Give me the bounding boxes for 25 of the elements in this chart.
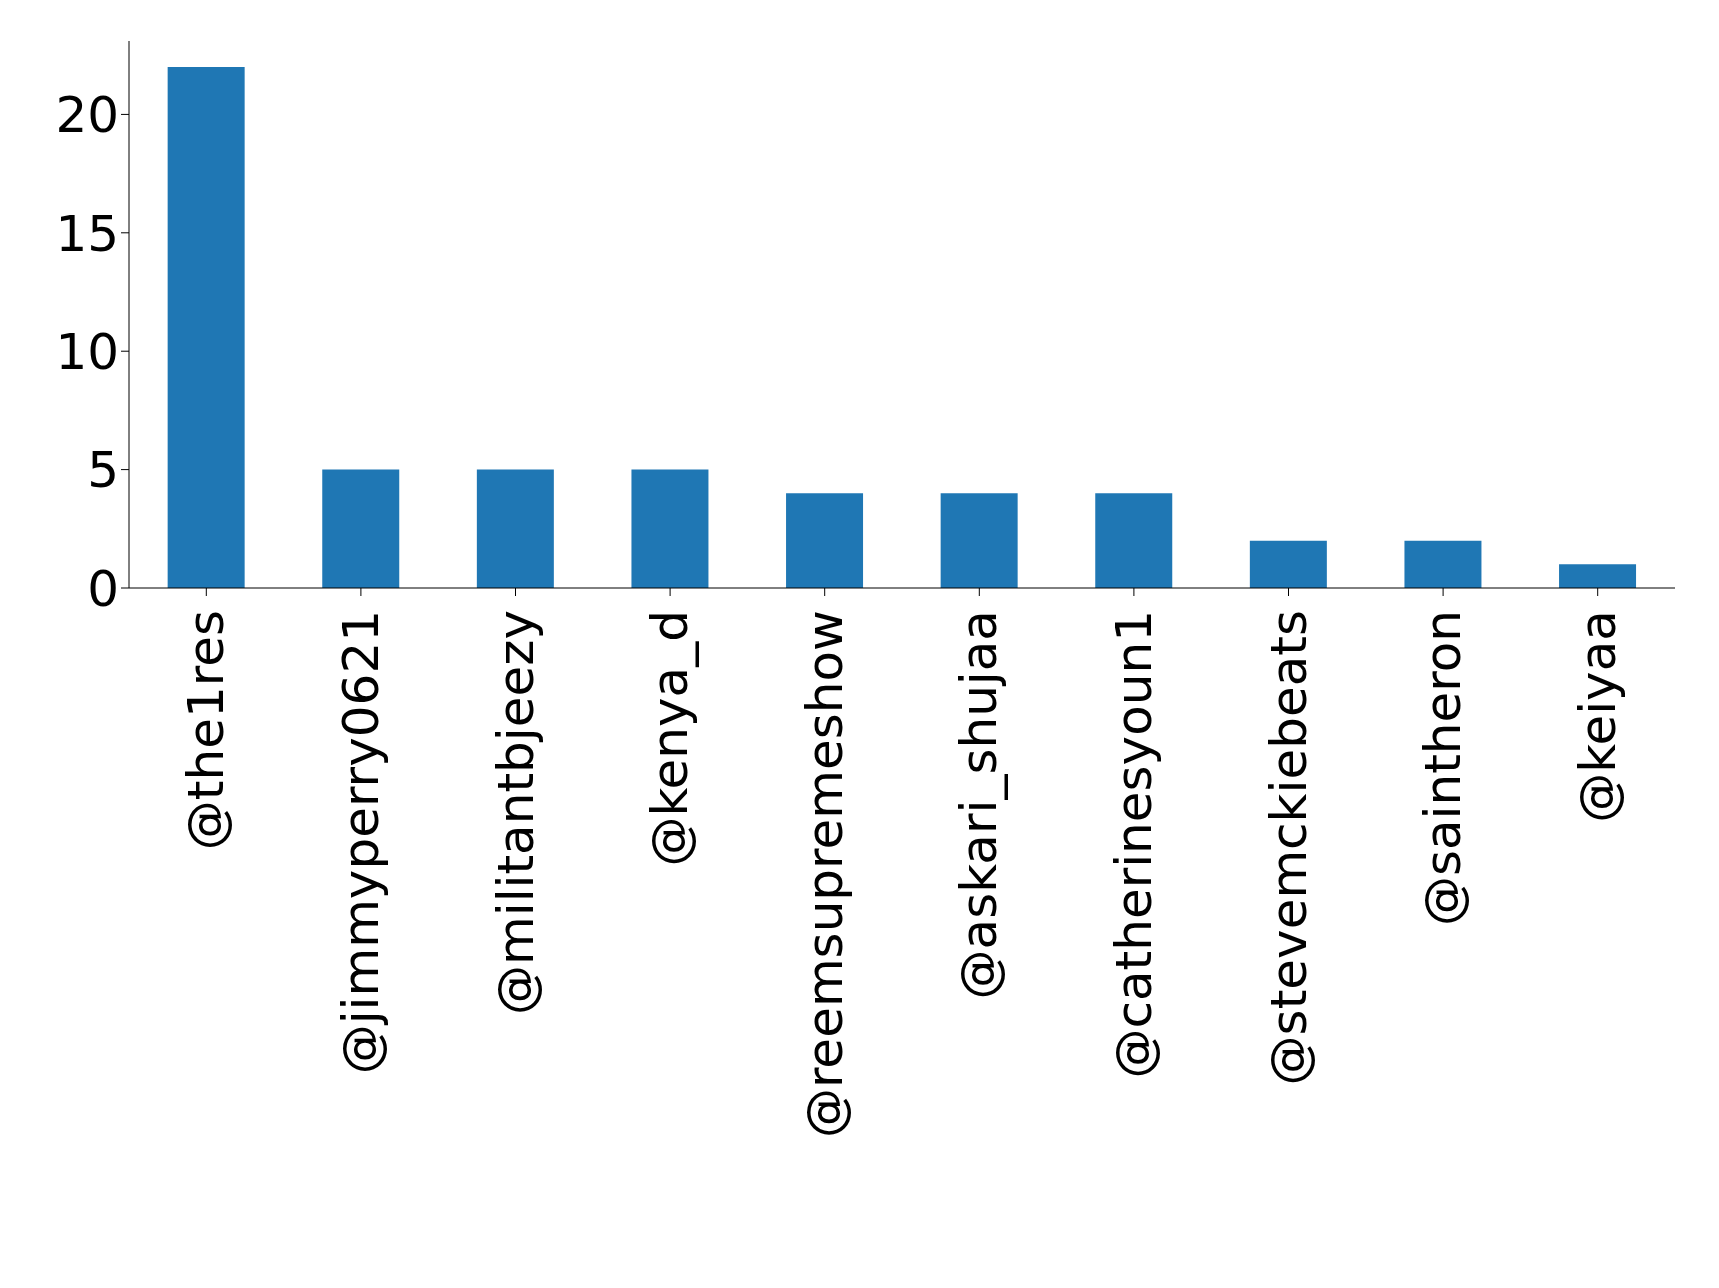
- x-tick-label: @reemsupremeshow: [795, 610, 854, 1139]
- bar: [1095, 493, 1173, 588]
- bar: [940, 493, 1018, 588]
- y-tick-label: 10: [55, 322, 119, 381]
- bar: [1404, 540, 1482, 588]
- bar: [476, 469, 554, 588]
- x-tick-label: @askari_shujaa: [950, 610, 1009, 1000]
- x-tick-label: @militantbjeezy: [486, 610, 545, 1015]
- x-tick-label: @stevemckiebeats: [1259, 610, 1318, 1086]
- x-tick-label: @the1res: [177, 610, 236, 851]
- bar: [1559, 564, 1637, 588]
- bar: [167, 67, 245, 588]
- bar: [322, 469, 400, 588]
- bar: [631, 469, 709, 588]
- x-tick-label: @catherinesyoun1: [1104, 610, 1163, 1079]
- y-tick-label: 0: [87, 559, 119, 618]
- x-tick-label: @saintheron: [1414, 610, 1473, 927]
- x-tick-label: @keiyaa: [1568, 610, 1627, 823]
- y-tick-label: 20: [55, 86, 119, 145]
- x-tick-label: @jimmyperry0621: [331, 610, 390, 1075]
- y-tick-label: 5: [87, 441, 119, 500]
- bar: [786, 493, 864, 588]
- x-tick-label: @kenya_d: [641, 610, 700, 867]
- bar: [1249, 540, 1327, 588]
- y-tick-label: 15: [55, 204, 119, 263]
